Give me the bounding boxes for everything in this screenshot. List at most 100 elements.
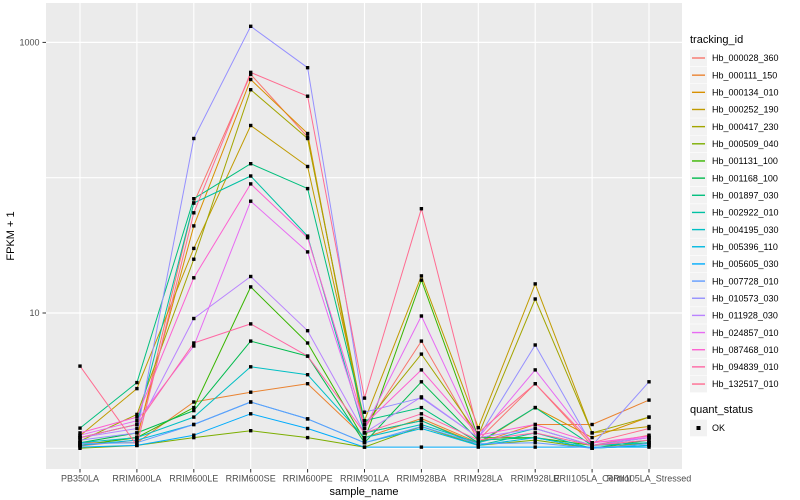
x-axis-title: sample_name [329, 486, 398, 498]
data-point [305, 66, 310, 70]
legend-tracking-id: Hb_000028_360 Hb_000111_150 Hb_000134_010 H… [690, 49, 779, 393]
data-point [305, 94, 310, 98]
data-point [362, 441, 367, 445]
data-point [305, 341, 310, 345]
data-point [647, 380, 651, 384]
data-point [647, 438, 651, 442]
data-points [78, 24, 651, 450]
data-point [419, 278, 424, 282]
data-point [533, 435, 537, 440]
data-point [305, 382, 310, 386]
data-point [78, 364, 82, 368]
data-point [192, 276, 196, 280]
data-point [533, 368, 537, 372]
data-point [419, 314, 424, 318]
legend-item-label: Hb_094839_010 [712, 362, 779, 372]
x-axis-tick-labels: PB350LA RRIM600LA RRIM600LE RRIM600SE RRIM60… [61, 474, 691, 484]
data-point [249, 77, 253, 82]
data-point [647, 434, 651, 438]
legend-item-label: Hb_000028_360 [712, 53, 779, 63]
data-point [362, 438, 367, 442]
data-point [419, 339, 424, 343]
data-point [362, 435, 367, 440]
data-point [249, 72, 253, 77]
legend-item-label: Hb_005605_030 [712, 259, 779, 269]
data-point [647, 426, 651, 431]
data-point [476, 431, 480, 435]
data-point [533, 405, 537, 410]
legend-quant-status: OK [690, 419, 725, 437]
data-point [135, 415, 139, 419]
data-point [192, 211, 196, 215]
data-point [419, 368, 424, 372]
data-point [647, 442, 651, 446]
data-point [249, 412, 253, 416]
x-tick-label: RRII105LA_Control [553, 474, 631, 484]
data-point [192, 433, 196, 437]
x-tick-label: PB350LA [61, 474, 99, 484]
data-point [249, 429, 253, 433]
legend-item-label: Hb_000417_230 [712, 122, 779, 132]
legend-item-label: Hb_000134_010 [712, 88, 779, 98]
data-point [135, 426, 139, 431]
data-point [419, 395, 424, 399]
legend-item-label: Hb_001168_100 [712, 173, 778, 183]
axis-tick-marks [42, 41, 650, 473]
data-point [78, 431, 82, 435]
data-point [135, 380, 139, 385]
legend-item-label: Hb_000111_150 [712, 70, 777, 80]
data-point [362, 422, 367, 427]
data-point [362, 431, 367, 435]
data-point [135, 386, 139, 391]
data-point [419, 445, 424, 449]
data-point [419, 274, 424, 278]
data-point [590, 435, 594, 440]
data-point [305, 236, 310, 240]
legend-item-label: Hb_001897_030 [712, 190, 779, 200]
data-point [135, 419, 139, 423]
data-point [533, 343, 537, 347]
data-point [305, 250, 310, 254]
x-tick-label: RRIM600LE [169, 474, 218, 484]
data-point [419, 424, 424, 429]
data-point [192, 224, 196, 228]
data-point [249, 182, 253, 186]
data-point [305, 329, 310, 333]
data-point [249, 199, 253, 203]
data-point [192, 201, 196, 205]
legend-item-label: Hb_000509_040 [712, 139, 779, 149]
data-point [533, 382, 537, 386]
data-point [533, 297, 537, 301]
data-point [192, 257, 196, 261]
data-point [192, 435, 196, 440]
data-point [249, 390, 253, 394]
data-point [249, 339, 253, 343]
data-point [305, 164, 310, 169]
legend-item-label: Hb_002922_010 [712, 208, 779, 218]
legend-item-label: Hb_000252_190 [712, 105, 779, 115]
x-tick-label: RRIM901LA [340, 474, 389, 484]
data-point [533, 441, 537, 445]
data-point [476, 426, 480, 430]
data-point [647, 424, 651, 429]
x-tick-label: RRIM600SE [226, 474, 276, 484]
legend-item-label: Hb_007728_010 [712, 276, 779, 286]
data-point [647, 398, 651, 402]
data-point [533, 431, 537, 435]
data-point [249, 400, 253, 404]
data-point [249, 285, 253, 289]
data-point [647, 445, 651, 449]
data-point [192, 341, 196, 345]
data-point [249, 322, 253, 326]
data-point [135, 441, 139, 445]
legend-title-quant-status: quant_status [690, 404, 753, 416]
data-point [419, 352, 424, 356]
data-point [362, 445, 367, 449]
data-point [419, 380, 424, 384]
legend-title-tracking-id: tracking_id [690, 34, 743, 46]
data-point [192, 344, 196, 348]
data-point [192, 316, 196, 321]
data-point [305, 131, 310, 136]
data-point [249, 365, 253, 369]
data-point [78, 438, 82, 442]
